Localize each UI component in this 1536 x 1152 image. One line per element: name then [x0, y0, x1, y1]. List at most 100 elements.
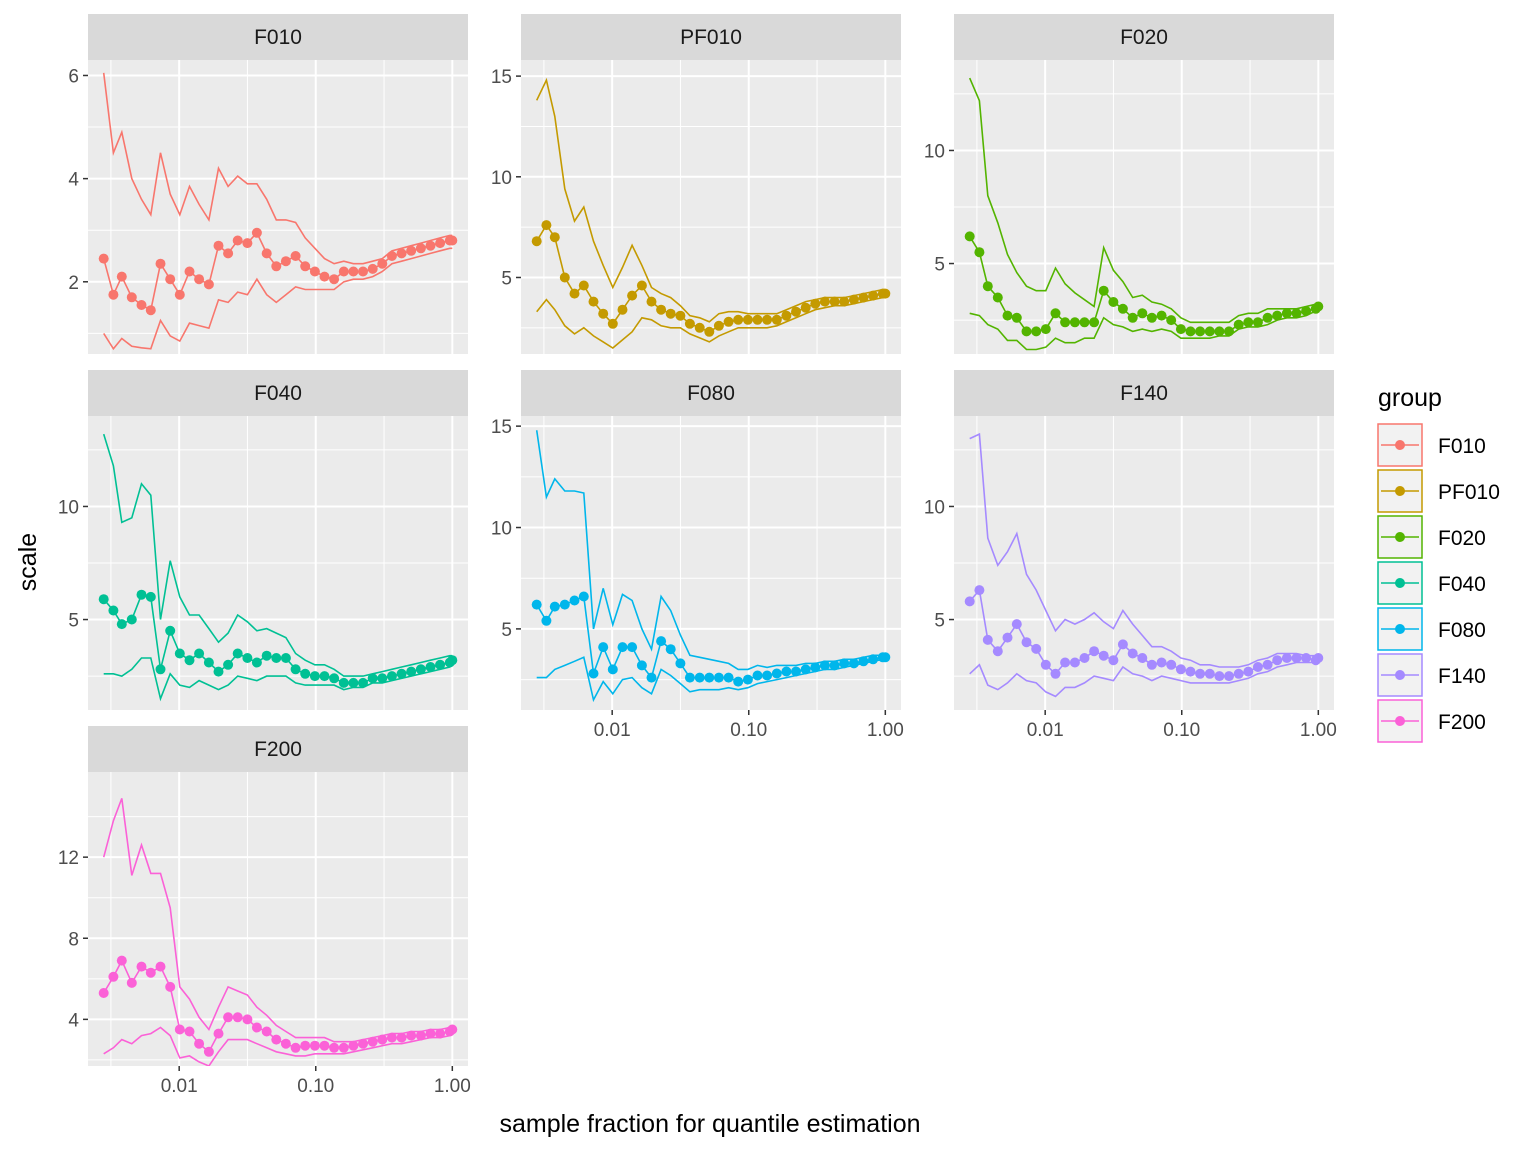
scale-point: [290, 664, 301, 675]
scale-point: [425, 1028, 436, 1039]
scale-point: [377, 258, 388, 269]
strip-f200: [88, 726, 468, 772]
legend-item-f140: F140: [1377, 653, 1486, 697]
scale-point: [98, 253, 109, 264]
series-f200: [98, 798, 458, 1066]
scale-point: [656, 636, 667, 647]
strip-f080: [521, 370, 901, 416]
legend-label: F010: [1438, 435, 1486, 458]
scale-point: [964, 596, 975, 607]
legend-label: F020: [1438, 527, 1486, 550]
scale-point: [415, 664, 426, 675]
scale-point: [646, 672, 657, 683]
lower-band-line: [103, 1026, 453, 1066]
scale-point: [155, 664, 166, 675]
scale-point: [213, 666, 224, 677]
legend-label: F040: [1438, 573, 1486, 596]
strip-f140: [954, 370, 1334, 416]
scale-point: [1127, 648, 1138, 659]
scale-point: [174, 1024, 185, 1035]
strip-label-f080: F080: [687, 382, 735, 405]
scale-point: [1301, 653, 1312, 663]
y-tick-label: 6: [68, 66, 79, 87]
scale-point: [348, 1040, 359, 1051]
scale-point: [1272, 655, 1283, 666]
x-tick-label: 0.10: [730, 720, 767, 741]
y-tick-label: 15: [491, 67, 512, 88]
upper-band-line: [969, 432, 1319, 668]
series-f080: [531, 430, 891, 703]
scale-point: [541, 220, 552, 231]
scale-point: [559, 599, 570, 610]
scale-point: [251, 1022, 262, 1033]
scale-point: [531, 599, 542, 610]
scale-point: [819, 296, 830, 307]
scale-point: [1281, 308, 1292, 319]
scale-point: [213, 1028, 224, 1039]
scale-point: [165, 274, 176, 285]
legend-item-pf010: PF010: [1377, 469, 1500, 513]
legend-item-f020: F020: [1377, 515, 1486, 559]
scale-point: [242, 238, 253, 249]
scale-point: [733, 314, 744, 325]
scale-point: [839, 658, 850, 669]
series-f040: [98, 433, 458, 702]
panel-f080: F080 5 10 15 0.01 0.10 1.00: [491, 370, 904, 741]
strip-f020: [954, 14, 1334, 60]
scale-point: [136, 589, 147, 600]
strip-f040: [88, 370, 468, 416]
scale-point: [396, 668, 407, 679]
scale-point: [415, 243, 426, 254]
scale-point: [800, 302, 811, 313]
scale-point: [386, 671, 397, 682]
strip-label-f140: F140: [1120, 382, 1168, 405]
scale-point: [1079, 317, 1090, 328]
scale-point: [367, 1036, 378, 1047]
x-tick-label: 0.10: [1163, 720, 1200, 741]
scale-point: [880, 288, 891, 299]
scale-point: [338, 677, 349, 688]
panel-pf010: PF010 5 10 15: [491, 14, 901, 354]
scale-point: [713, 320, 724, 331]
series-f140: [964, 432, 1324, 698]
scale-point: [791, 666, 801, 677]
scale-point: [251, 227, 262, 238]
legend: group F010 PF010 F020 F040 F080 F140 F200: [1377, 384, 1500, 743]
scale-point: [617, 642, 628, 653]
scale-point: [271, 1034, 282, 1045]
x-tick-label: 0.01: [1027, 720, 1064, 741]
scale-point: [377, 673, 388, 684]
scale-point: [203, 1046, 214, 1057]
scale-point: [1137, 308, 1148, 319]
scale-point: [116, 619, 127, 630]
upper-band-line: [968, 77, 1319, 324]
scale-point: [578, 591, 589, 602]
legend-label: F140: [1438, 665, 1486, 688]
scale-point: [1204, 326, 1215, 337]
y-tick-label: 5: [934, 611, 945, 632]
scale-point: [329, 274, 340, 285]
scale-point: [1108, 297, 1119, 307]
scale-point: [1313, 301, 1324, 312]
scale-point: [184, 655, 195, 666]
scale-point: [868, 290, 879, 301]
legend-key-point: [1395, 532, 1405, 542]
scale-point: [319, 1040, 330, 1051]
scale-point: [569, 288, 580, 299]
scale-point: [1021, 326, 1032, 337]
scale-point: [319, 671, 330, 682]
scale-point: [447, 235, 458, 246]
scale-point: [126, 614, 137, 625]
scale-point: [1291, 308, 1302, 319]
scale-point: [165, 981, 176, 992]
scale-point: [1272, 310, 1283, 321]
y-axis-title: scale: [14, 533, 42, 591]
scale-point: [559, 272, 570, 283]
scale-point: [136, 300, 147, 310]
scale-point: [1050, 308, 1061, 319]
legend-title: group: [1378, 384, 1442, 412]
scale-point: [964, 231, 975, 242]
scale-point: [300, 1040, 311, 1051]
scale-point: [1313, 653, 1324, 663]
scale-point: [858, 292, 869, 303]
